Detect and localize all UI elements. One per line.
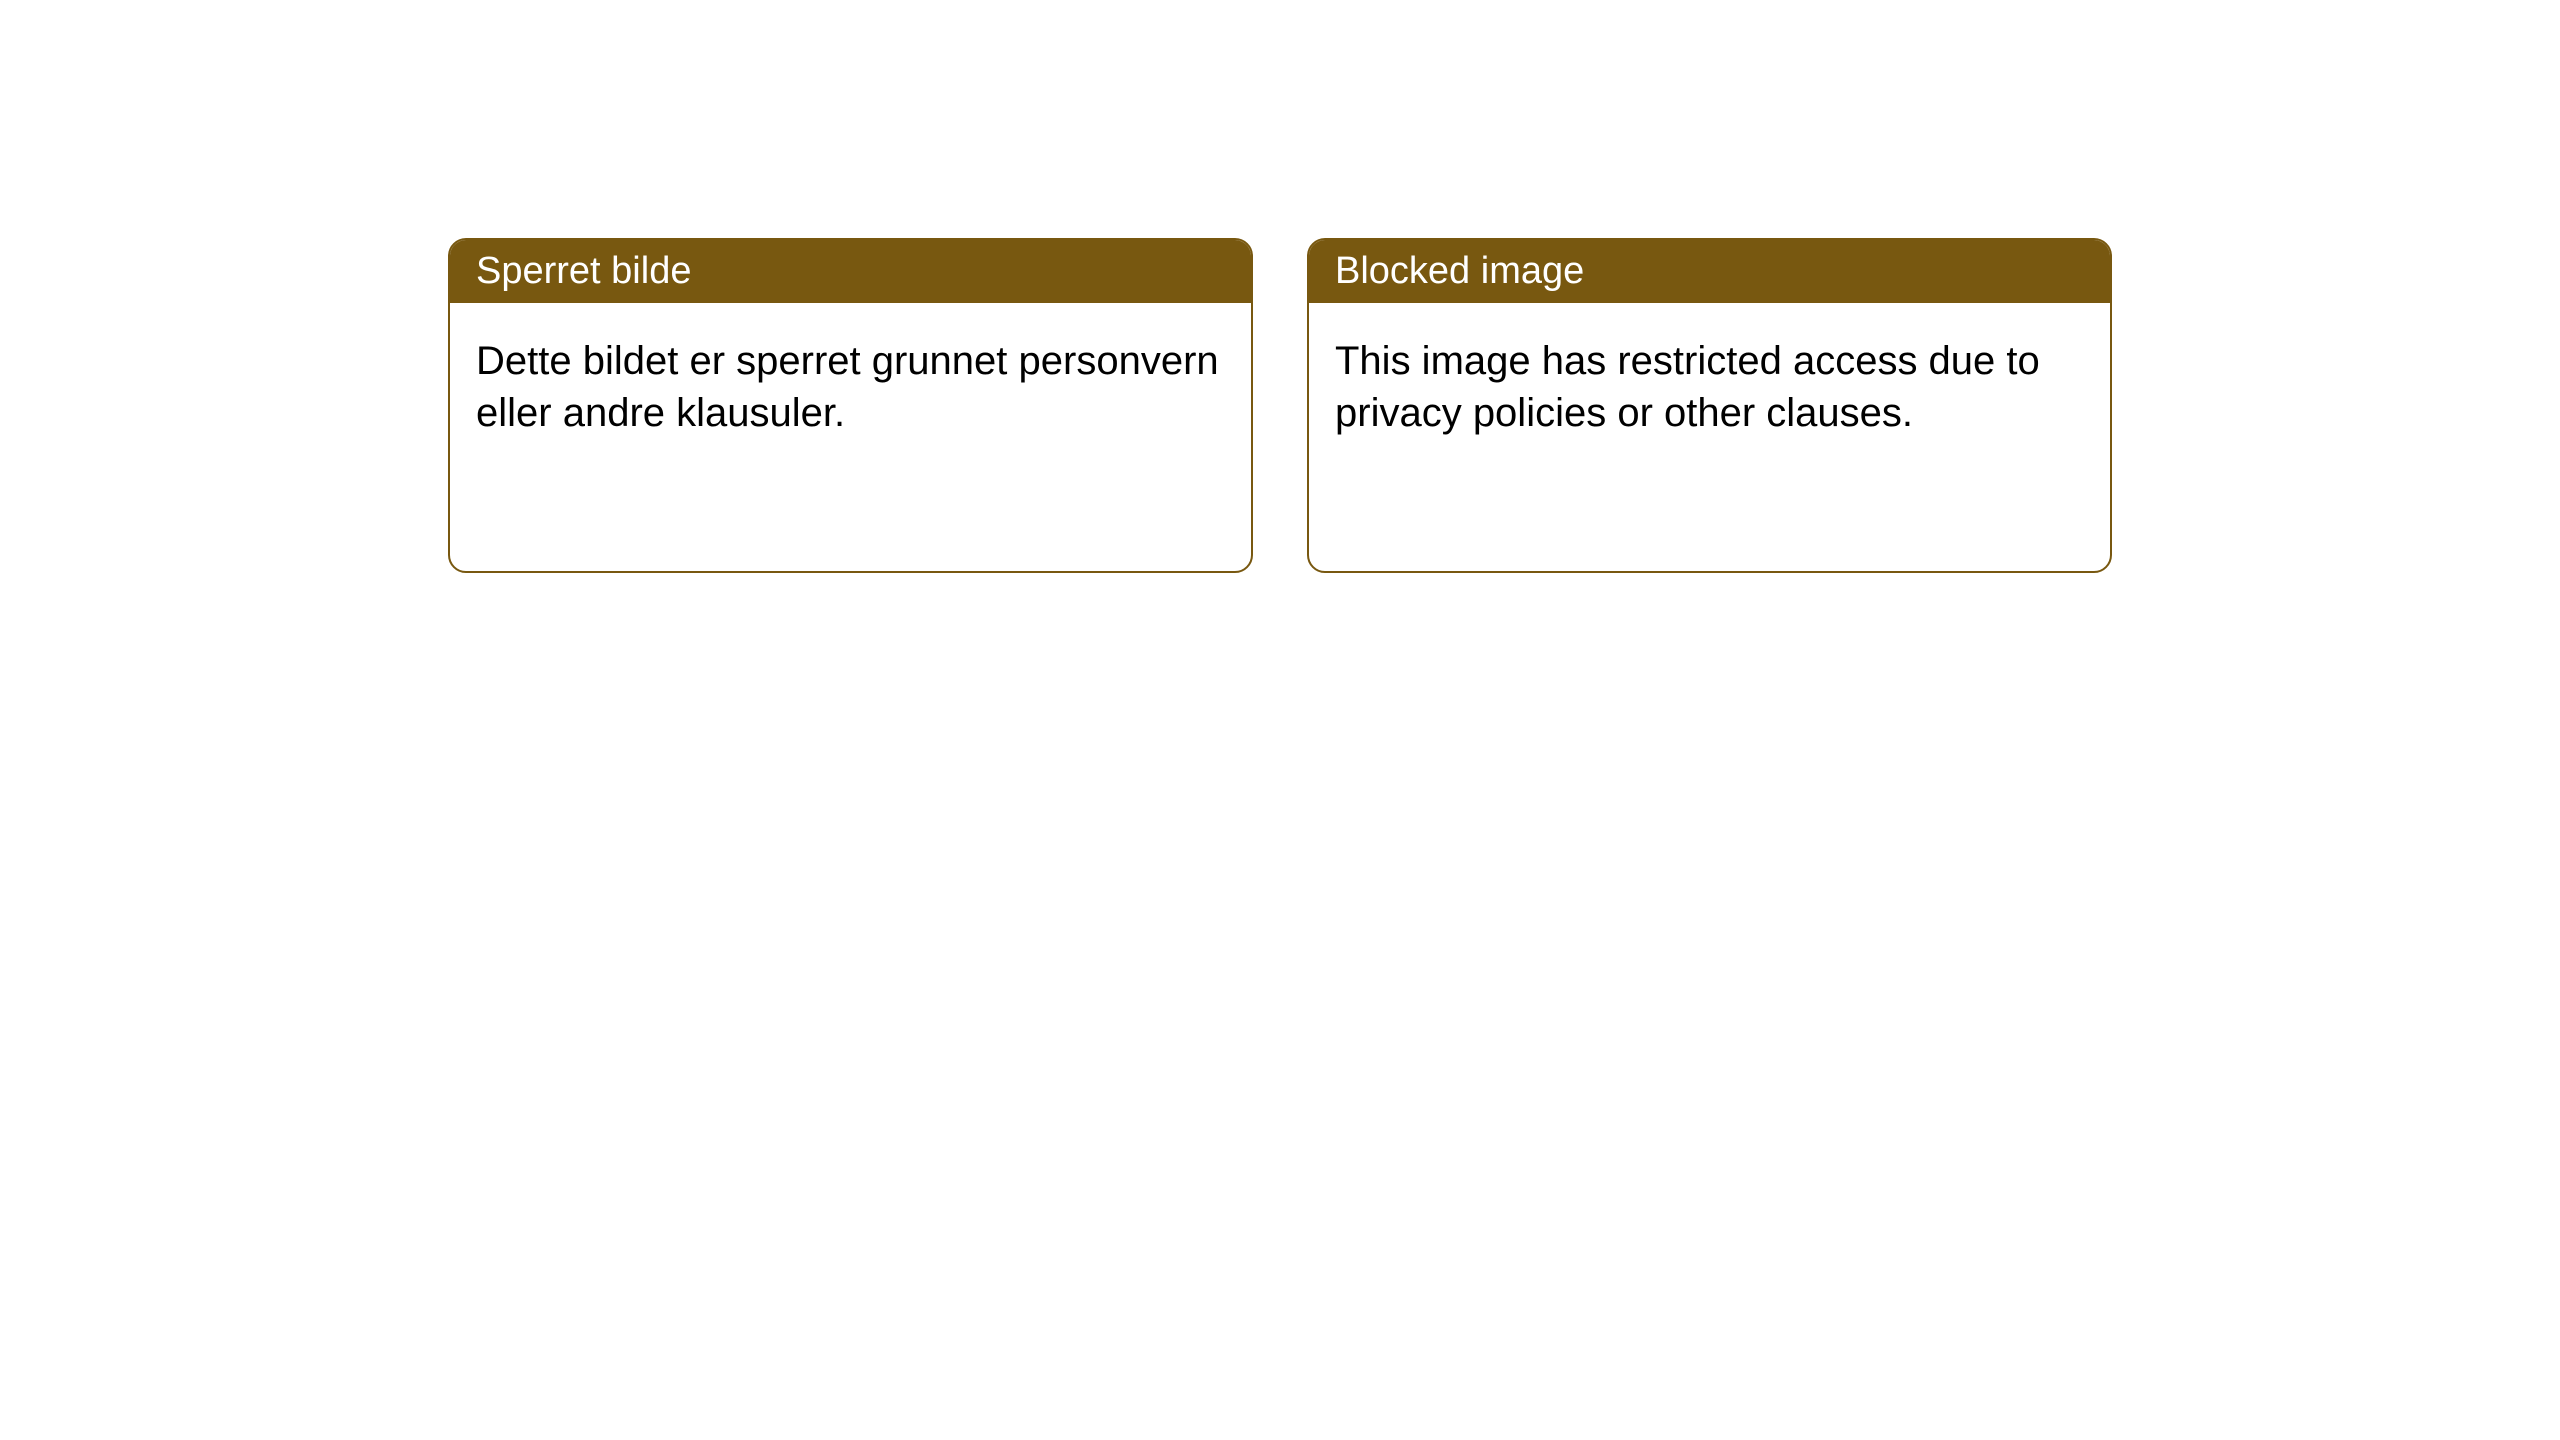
notice-card-norwegian: Sperret bilde Dette bildet er sperret gr… (448, 238, 1253, 573)
notice-card-title: Sperret bilde (450, 240, 1251, 303)
notice-card-body: Dette bildet er sperret grunnet personve… (450, 303, 1251, 471)
notice-cards-container: Sperret bilde Dette bildet er sperret gr… (448, 238, 2112, 573)
notice-card-title: Blocked image (1309, 240, 2110, 303)
notice-card-english: Blocked image This image has restricted … (1307, 238, 2112, 573)
notice-card-body: This image has restricted access due to … (1309, 303, 2110, 471)
